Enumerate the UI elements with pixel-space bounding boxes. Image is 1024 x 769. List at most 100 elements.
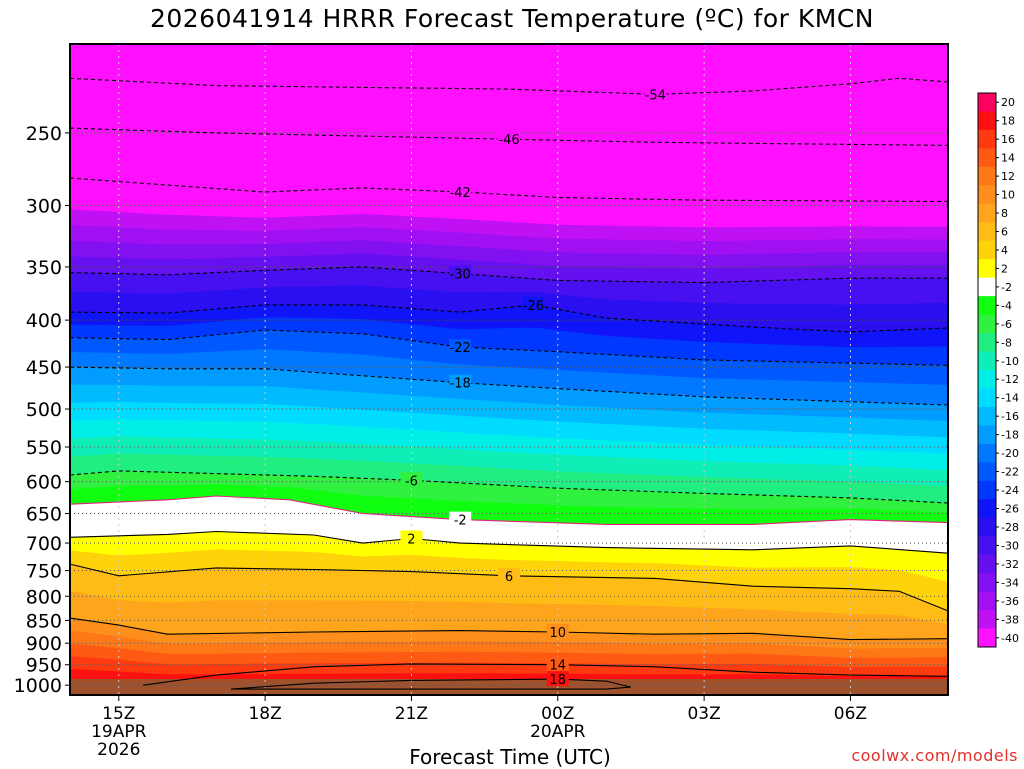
colorbar-label: -22 [1001, 466, 1019, 479]
isotherm-line [230, 678, 632, 690]
x-tick-label: 06Z [834, 704, 867, 724]
isotherm-label-bg [400, 472, 423, 488]
isotherm-label: -54 [645, 88, 666, 103]
colorbar-segment [978, 185, 996, 205]
y-tick-label: 550 [26, 437, 62, 459]
colorbar-label: -26 [1001, 503, 1019, 516]
isotherm-label: 6 [505, 570, 513, 585]
colorbar-label: -8 [1001, 336, 1012, 349]
y-tick-label: 500 [26, 399, 62, 421]
isotherm-line [69, 177, 949, 203]
colorbar-segment [978, 536, 996, 556]
isotherm-label-bg [449, 265, 472, 281]
x-tick-label: 00Z [541, 704, 574, 724]
colorbar-segment [978, 203, 996, 223]
colorbar-segment [978, 277, 996, 297]
colorbar-label: 18 [1001, 115, 1015, 128]
colorbar-label: 6 [1001, 226, 1008, 239]
colorbar-segment [978, 406, 996, 426]
colorbar-segment [978, 351, 996, 371]
colorbar-segment [978, 443, 996, 463]
isotherm-label-bg [546, 656, 569, 672]
colorbar-segment [978, 591, 996, 611]
isotherm-label: -26 [523, 299, 544, 314]
colorbar-segment [978, 517, 996, 537]
colorbar-label: 12 [1001, 170, 1015, 183]
colorbar-label: 20 [1001, 96, 1015, 109]
colorbar-label: 2 [1001, 262, 1008, 275]
colorbar-label: 16 [1001, 133, 1015, 146]
plot-area [69, 44, 949, 696]
isotherm-label-bg [449, 339, 472, 355]
colorbar-segment [978, 148, 996, 168]
colorbar-label: -10 [1001, 355, 1019, 368]
isotherm-label-bg [546, 623, 569, 639]
x-tick-label: 18Z [248, 704, 281, 724]
isotherm-line [69, 366, 949, 406]
y-tick-label: 300 [26, 196, 62, 218]
colorbar-label: -38 [1001, 613, 1019, 626]
x-tick-label: 21Z [395, 704, 428, 724]
colorbar-label: -6 [1001, 318, 1012, 331]
x-axis-label: Forecast Time (UTC) [409, 745, 611, 769]
colorbar-segment [978, 240, 996, 260]
isotherm-label: 10 [550, 626, 567, 641]
colorbar-segment [978, 388, 996, 408]
isotherm-line [69, 329, 949, 366]
isotherm-label-bg [449, 184, 472, 200]
ground-surface [70, 679, 948, 695]
colorbar-label: -12 [1001, 373, 1019, 386]
isotherm-line [69, 617, 949, 641]
isotherm-line [69, 127, 949, 146]
isotherm-label: 18 [550, 673, 567, 688]
credit-link[interactable]: coolwx.com/models [851, 746, 1018, 765]
isotherm-label-bg [522, 296, 545, 312]
colorbar-label: -16 [1001, 410, 1019, 423]
y-tick-label: 400 [26, 310, 62, 332]
colorbar-segment [978, 259, 996, 279]
colorbar-label: -24 [1001, 484, 1019, 497]
isotherm-label: -18 [450, 377, 471, 392]
y-tick-label: 800 [26, 586, 62, 608]
colorbar-segment [978, 370, 996, 389]
y-tick-label: 650 [26, 504, 62, 526]
colorbar-segment [978, 93, 996, 112]
colorbar-label: -18 [1001, 429, 1019, 442]
y-tick-label: 700 [26, 533, 62, 555]
y-tick-label: 850 [26, 610, 62, 632]
colorbar-label: -34 [1001, 576, 1019, 589]
colorbar-segment [978, 129, 996, 149]
colorbar-segment [978, 314, 996, 334]
colorbar-label: 4 [1001, 244, 1008, 257]
colorbar-segment [978, 333, 996, 353]
colorbar-label: -40 [1001, 632, 1019, 645]
colorbar-label: 8 [1001, 207, 1008, 220]
isotherm-label: -6 [405, 474, 418, 489]
isotherm-label: -30 [450, 268, 471, 283]
colorbar-label: -4 [1001, 299, 1012, 312]
y-tick-label: 1000 [14, 675, 62, 697]
colorbar-segment [978, 166, 996, 186]
isotherm-label-bg [449, 374, 472, 390]
colorbar-label: 14 [1001, 152, 1015, 165]
colorbar-label: -32 [1001, 558, 1019, 571]
colorbar-segment [978, 610, 996, 630]
x-tick-label: 19APR [91, 722, 147, 742]
y-tick-label: 350 [26, 257, 62, 279]
isotherm-label-bg [498, 567, 520, 583]
isotherm-label-bg [644, 86, 667, 102]
colorbar-segment [978, 425, 996, 445]
x-tick-label: 2026 [97, 740, 140, 760]
axes: 2503003504004505005506006507007508008509… [14, 43, 949, 760]
grid [70, 44, 948, 695]
isotherm-line [69, 304, 949, 333]
colorbar-segment [978, 628, 996, 648]
colorbar-segment [978, 554, 996, 574]
colorbar: 20 18 16 14 12 10 8 6 4 2 -2 -4 -6 -8 -10 -12 -14 -16 -18 -… [977, 92, 1019, 648]
colorbar-label: -28 [1001, 521, 1019, 534]
colorbar-label: -36 [1001, 595, 1019, 608]
isotherm-label-bg [498, 131, 520, 147]
colorbar-segment [978, 573, 996, 593]
